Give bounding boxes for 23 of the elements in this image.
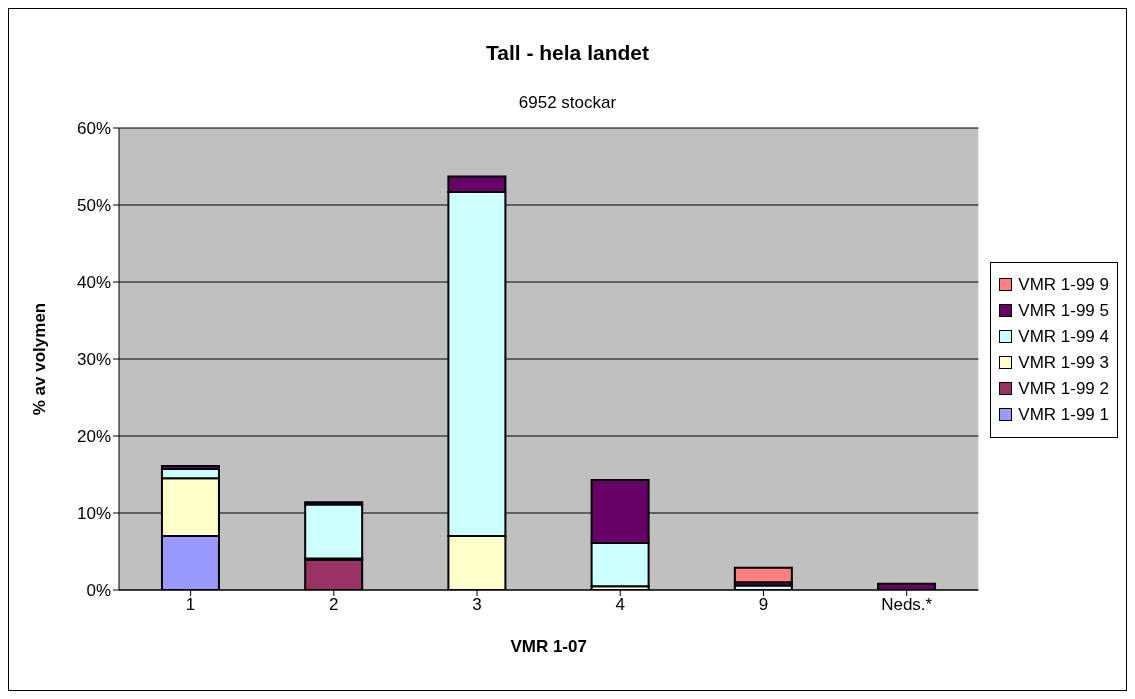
y-tick-label: 10%	[76, 504, 111, 524]
legend-label: VMR 1-99 4	[1018, 326, 1109, 347]
legend-label: VMR 1-99 1	[1018, 404, 1109, 425]
legend-label: VMR 1-99 3	[1018, 352, 1109, 373]
chart-title: Tall - hela landet	[485, 41, 650, 65]
y-axis-title: % av volymen	[30, 302, 50, 416]
y-tick-label: 40%	[76, 273, 111, 293]
y-tick-label: 0%	[86, 581, 111, 601]
chart-subtitle: 6952 stockar	[517, 93, 618, 113]
legend-label: VMR 1-99 5	[1018, 300, 1109, 321]
y-tick-label: 20%	[76, 427, 111, 447]
x-tick-label: 4	[615, 595, 625, 615]
legend-label: VMR 1-99 9	[1018, 274, 1109, 295]
x-axis-title: VMR 1-07	[510, 637, 587, 656]
x-tick-label: 9	[758, 595, 769, 615]
y-tick-label: 30%	[76, 350, 111, 370]
x-tick-label: 2	[329, 595, 339, 615]
y-tick-label: 60%	[76, 119, 111, 139]
x-tick-label: Neds.*	[881, 595, 933, 615]
legend-label: VMR 1-99 2	[1018, 378, 1109, 399]
x-tick-label: 3	[472, 595, 482, 615]
x-tick-label: 1	[185, 595, 196, 615]
y-tick-label: 50%	[76, 196, 111, 216]
